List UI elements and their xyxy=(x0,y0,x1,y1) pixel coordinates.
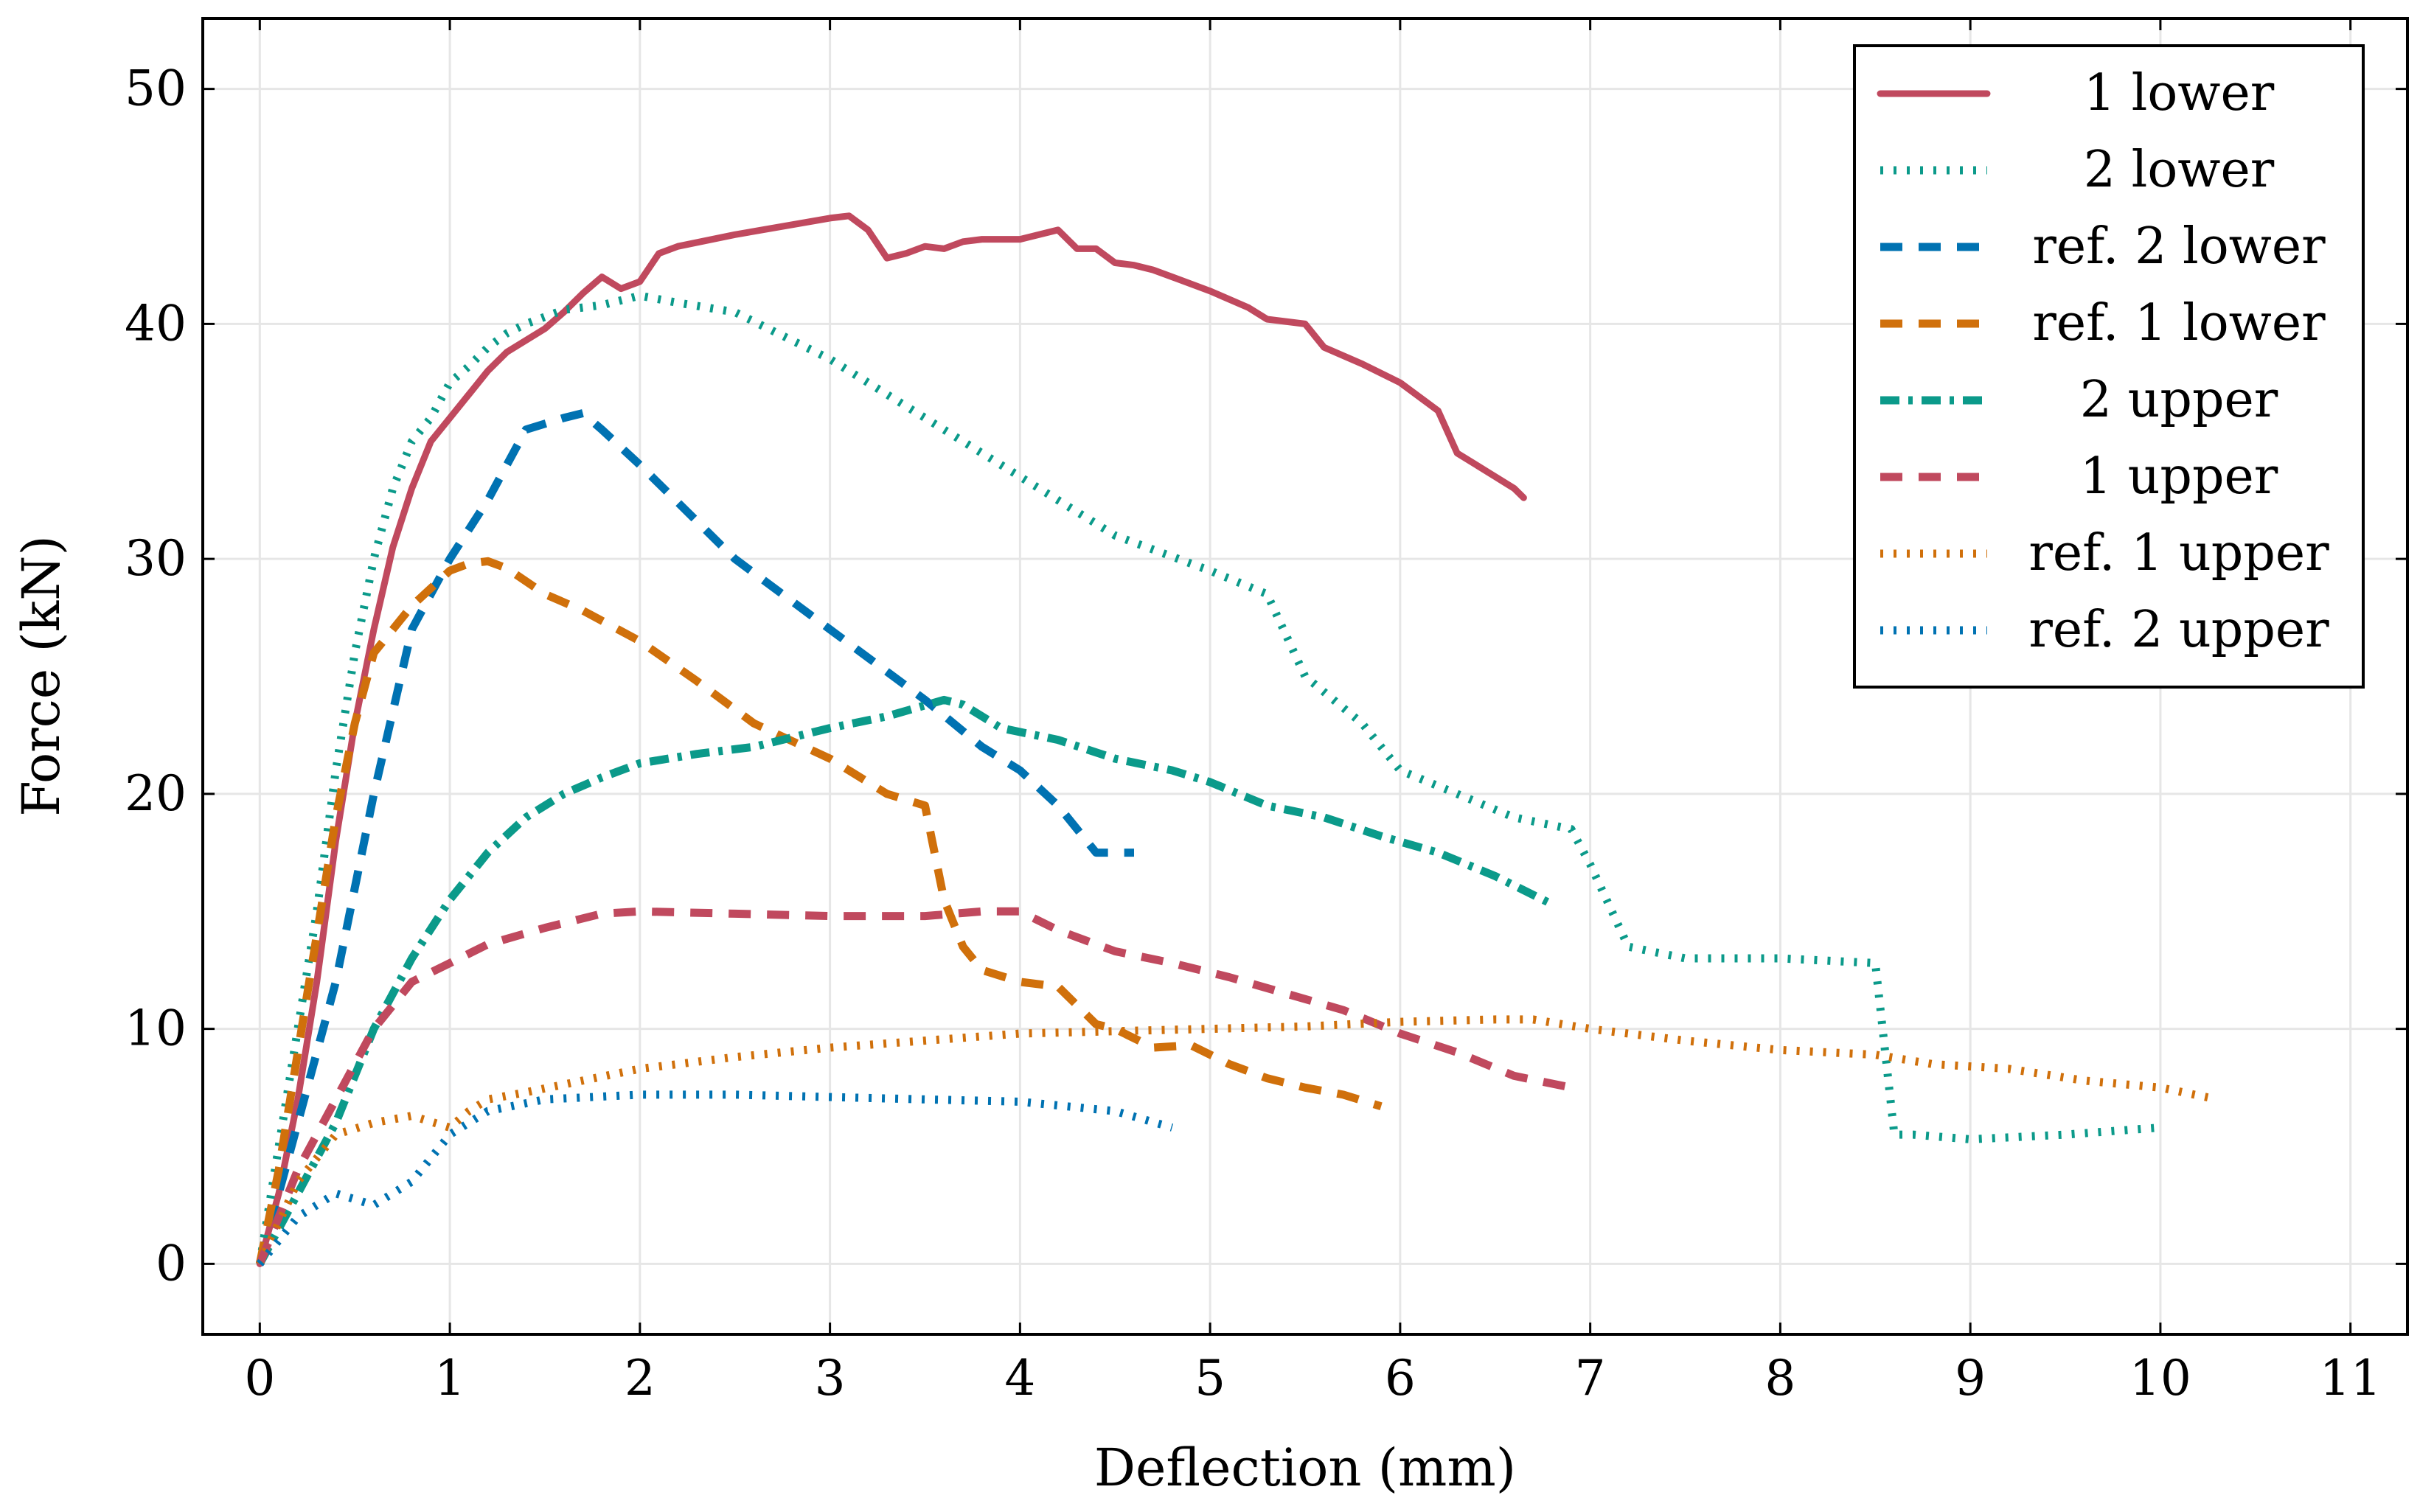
legend: 1 lower 2 lower ref. 2 lower ref. 1 lower 2 … xyxy=(1853,44,2365,689)
y-tick-label: 10 xyxy=(125,1000,187,1057)
x-tick-label: 1 xyxy=(434,1350,465,1407)
series-line-ref-1-upper xyxy=(256,1015,2219,1266)
legend-label: ref. 2 lower xyxy=(2032,217,2326,276)
series-line-1-lower xyxy=(256,212,1527,1267)
series-line-ref-2-lower xyxy=(255,409,1134,1265)
tick-labels: 0 1 2 3 4 5 6 7 8 9 10 11 0 10 20 30 40 50 xyxy=(125,60,2382,1407)
x-tick-label: 7 xyxy=(1575,1350,1606,1407)
x-tick-label: 5 xyxy=(1195,1350,1225,1407)
x-tick-label: 8 xyxy=(1764,1350,1795,1407)
series-line-2-upper xyxy=(256,695,1554,1267)
legend-label: 1 lower xyxy=(2084,64,2275,122)
legend-label: ref. 1 lower xyxy=(2032,294,2326,352)
y-axis-label: Force (kN) xyxy=(11,535,72,817)
x-tick-label: 9 xyxy=(1955,1350,1986,1407)
series-line-ref-1-lower xyxy=(255,557,1383,1265)
series-line-1-upper xyxy=(256,907,1573,1266)
plot-frame xyxy=(201,17,2409,1336)
y-tick-label: 40 xyxy=(125,295,187,352)
legend-label: ref. 2 upper xyxy=(2028,601,2329,659)
legend-label: ref. 1 upper xyxy=(2028,524,2329,582)
y-tick-label: 0 xyxy=(156,1235,187,1292)
x-tick-label: 2 xyxy=(625,1350,656,1407)
legend-box xyxy=(1853,44,2365,689)
x-tick-label: 10 xyxy=(2129,1350,2191,1407)
y-tick-label: 30 xyxy=(125,530,187,587)
y-tick-label: 50 xyxy=(125,60,187,117)
ticks xyxy=(203,18,2407,1334)
series-layer xyxy=(255,212,2219,1267)
legend-label: 2 lower xyxy=(2084,141,2275,199)
x-tick-label: 11 xyxy=(2320,1350,2382,1407)
legend-label: 1 upper xyxy=(2080,447,2278,506)
x-tick-label: 4 xyxy=(1004,1350,1035,1407)
x-tick-label: 6 xyxy=(1385,1350,1416,1407)
series-line-ref-2-upper xyxy=(257,1090,1174,1267)
x-axis-label: Deflection (mm) xyxy=(1094,1438,1516,1498)
legend-label: 2 upper xyxy=(2080,371,2278,429)
x-tick-label: 0 xyxy=(244,1350,275,1407)
x-tick-label: 3 xyxy=(815,1350,846,1407)
y-tick-label: 20 xyxy=(125,765,187,822)
